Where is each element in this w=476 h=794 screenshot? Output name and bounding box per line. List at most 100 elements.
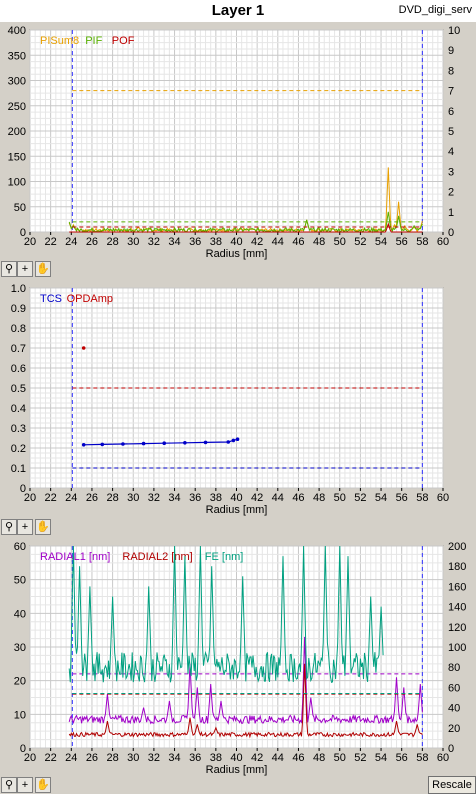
y-tick-label-left: 150	[8, 151, 26, 163]
y-tick-label-right: 40	[448, 703, 460, 715]
legend-entry: FE [nm]	[205, 551, 244, 563]
x-tick-label: 32	[148, 236, 160, 248]
x-tick-label: 22	[45, 236, 57, 248]
y-tick-label-left: 0	[20, 227, 26, 239]
x-tick-label: 40	[230, 236, 242, 248]
y-tick-label-right: 6	[448, 106, 454, 118]
y-tick-label-left: 400	[8, 25, 26, 37]
x-axis-label: Radius [mm]	[206, 248, 268, 260]
zoom-icon[interactable]: ⚲	[1, 261, 17, 277]
y-tick-label-left: 0.8	[11, 323, 26, 335]
y-tick-label-right: 2	[448, 187, 454, 199]
x-tick-label: 44	[272, 492, 284, 504]
y-tick-label-left: 0.1	[11, 463, 26, 475]
y-tick-label-right: 9	[448, 45, 454, 57]
x-tick-label: 60	[437, 752, 449, 764]
data-point	[231, 438, 236, 443]
x-tick-label: 56	[396, 492, 408, 504]
x-tick-label: 38	[210, 752, 222, 764]
data-point	[81, 346, 86, 350]
data-point	[162, 441, 167, 445]
y-tick-label-right: 4	[448, 146, 454, 158]
window-title: Layer 1	[211, 2, 265, 19]
legend-entry: POF	[112, 35, 135, 47]
x-tick-label: 26	[86, 492, 98, 504]
y-tick-label-right: 120	[448, 622, 466, 634]
series-line	[83, 438, 238, 446]
data-point	[226, 440, 231, 444]
chart-toolbar-2: ⚲ + ✋	[0, 518, 60, 536]
x-tick-label: 40	[230, 492, 242, 504]
legend-entry: TCS	[40, 293, 62, 305]
hand-pan-icon[interactable]: ✋	[35, 519, 51, 535]
x-tick-label: 52	[354, 492, 366, 504]
x-tick-label: 20	[24, 492, 36, 504]
series-line	[69, 222, 423, 233]
x-tick-label: 54	[375, 236, 387, 248]
x-tick-label: 40	[230, 752, 242, 764]
rescale-button[interactable]: Rescale	[428, 776, 476, 794]
y-tick-label-left: 20	[14, 676, 26, 688]
x-tick-label: 60	[437, 492, 449, 504]
y-tick-label-left: 0.6	[11, 363, 26, 375]
chart2-svg: 20 22 24 26 28 30 32 34 36 38 40 42 44 46 48 50 52 54 56 58…	[14, 541, 467, 776]
legend-entry: OPDAmp	[67, 293, 113, 305]
y-tick-label-right: 5	[448, 126, 454, 138]
zoom-icon[interactable]: ⚲	[1, 519, 17, 535]
x-tick-label: 30	[127, 752, 139, 764]
x-tick-label: 56	[396, 752, 408, 764]
y-tick-label-left: 1.0	[11, 283, 26, 295]
y-tick-label-left: 0.9	[11, 303, 26, 315]
crosshair-icon[interactable]: +	[17, 519, 33, 535]
y-tick-label-left: 200	[8, 126, 26, 138]
x-tick-label: 32	[148, 752, 160, 764]
y-tick-label-right: 0	[448, 743, 454, 755]
y-tick-label-right: 8	[448, 65, 454, 77]
hand-pan-icon[interactable]: ✋	[35, 261, 51, 277]
crosshair-icon[interactable]: +	[17, 777, 33, 793]
y-tick-label-left: 350	[8, 50, 26, 62]
y-tick-label-left: 50	[14, 202, 26, 214]
x-tick-label: 36	[189, 752, 201, 764]
x-tick-label: 44	[272, 236, 284, 248]
y-tick-label-right: 140	[448, 602, 466, 614]
chart-panel-1[interactable]: 20 22 24 26 28 30 32 34 36 38 40 42 44 46 48 50 52 54 56 58…	[0, 22, 476, 260]
chart-panel-3[interactable]: 20 22 24 26 28 30 32 34 36 38 40 42 44 46 48 50 52 54 56 58…	[0, 538, 476, 776]
zoom-icon[interactable]: ⚲	[1, 777, 17, 793]
x-tick-label: 26	[86, 236, 98, 248]
x-tick-label: 26	[86, 752, 98, 764]
x-tick-label: 58	[416, 752, 428, 764]
crosshair-icon[interactable]: +	[17, 261, 33, 277]
x-tick-label: 36	[189, 236, 201, 248]
x-tick-label: 28	[106, 236, 118, 248]
x-tick-label: 58	[416, 492, 428, 504]
x-tick-label: 30	[127, 492, 139, 504]
y-tick-label-right: 10	[448, 25, 460, 37]
y-tick-label-left: 0	[20, 483, 26, 495]
title-bar: Layer 1 DVD_digi_serv	[0, 0, 476, 22]
x-tick-label: 20	[24, 236, 36, 248]
x-tick-label: 28	[106, 492, 118, 504]
y-tick-label-right: 100	[448, 642, 466, 654]
y-tick-label-left: 10	[14, 709, 26, 721]
chart1-svg: 20 22 24 26 28 30 32 34 36 38 40 42 44 46 48 50 52 54 56 58…	[11, 283, 449, 516]
x-tick-label: 46	[292, 492, 304, 504]
y-tick-label-right: 1	[448, 207, 454, 219]
x-tick-label: 48	[313, 492, 325, 504]
x-axis-label: Radius [mm]	[206, 764, 268, 776]
y-tick-label-left: 0.3	[11, 423, 26, 435]
data-point	[81, 443, 86, 447]
app-name: DVD_digi_serv	[398, 4, 472, 16]
x-tick-label: 56	[396, 236, 408, 248]
x-tick-label: 50	[334, 492, 346, 504]
series-line	[68, 663, 423, 739]
y-tick-label-right: 180	[448, 561, 466, 573]
x-tick-label: 46	[292, 236, 304, 248]
chart-toolbar-1: ⚲ + ✋	[0, 260, 60, 278]
x-tick-label: 20	[24, 752, 36, 764]
hand-pan-icon[interactable]: ✋	[35, 777, 51, 793]
y-tick-label-left: 0.2	[11, 443, 26, 455]
x-tick-label: 54	[375, 752, 387, 764]
x-tick-label: 24	[65, 752, 77, 764]
chart-panel-2[interactable]: 20 22 24 26 28 30 32 34 36 38 40 42 44 46 48 50 52 54 56 58…	[0, 280, 476, 516]
